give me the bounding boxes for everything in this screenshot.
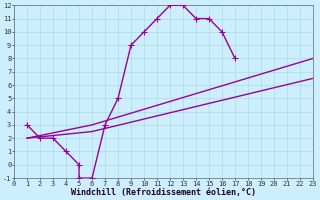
X-axis label: Windchill (Refroidissement éolien,°C): Windchill (Refroidissement éolien,°C): [71, 188, 256, 197]
